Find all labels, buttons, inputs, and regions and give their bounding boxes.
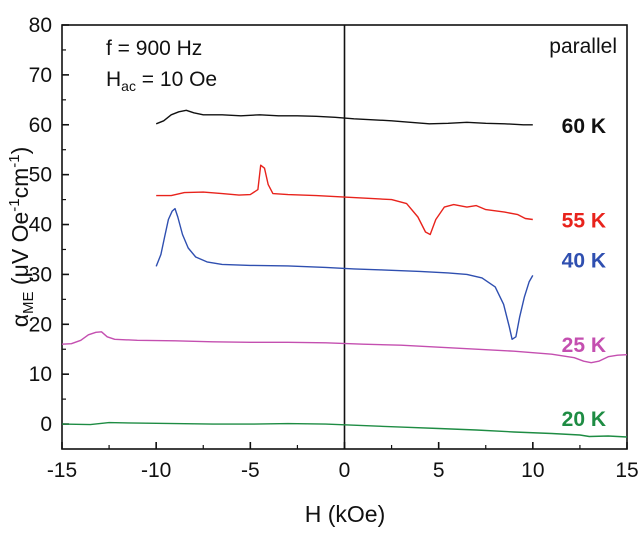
x-tick-label: -15 (47, 459, 77, 482)
y-tick-label: 60 (29, 114, 52, 137)
series-line-25k (61, 331, 628, 364)
y-tick-label: 30 (29, 263, 52, 286)
y-tick-label: 50 (29, 164, 52, 187)
y-tick-label: 80 (29, 14, 52, 37)
series-label: 60 K (562, 115, 606, 138)
y-axis-title: αME (μV Oe-1cm-1) (6, 147, 37, 328)
series-line-55k (156, 164, 533, 236)
annotation-hac: Hac = 10 Oe (106, 68, 217, 94)
x-tick-label: -5 (241, 459, 260, 482)
x-tick-label: 0 (339, 459, 351, 482)
x-tick-label: 15 (615, 459, 638, 482)
x-tick-label: -10 (141, 459, 171, 482)
ticks (61, 24, 628, 449)
tick-labels: -15 -10 -5 0 5 10 15 0 10 20 30 40 50 60 70 80 (29, 14, 639, 482)
x-tick-label: 10 (521, 459, 544, 482)
series-group (61, 109, 628, 438)
x-axis-title: H (kOe) (305, 501, 386, 527)
series-label: 40 K (562, 249, 606, 272)
series-line-20k (61, 421, 628, 438)
annotation-frequency: f = 900 Hz (106, 37, 202, 60)
x-tick-label: 5 (433, 459, 445, 482)
series-label: 20 K (562, 408, 606, 431)
y-tick-label: 70 (29, 64, 52, 87)
y-tick-label: 20 (29, 313, 52, 336)
y-tick-label: 0 (40, 413, 52, 436)
y-tick-label: 40 (29, 214, 52, 237)
series-labels: 60 K 55 K 40 K 25 K 20 K (562, 115, 606, 431)
annotation-mode: parallel (549, 35, 617, 58)
series-label: 55 K (562, 210, 606, 233)
y-tick-label: 10 (29, 363, 52, 386)
series-line-60k (155, 109, 533, 126)
series-label: 25 K (562, 334, 606, 357)
series-line-40k (155, 207, 534, 340)
